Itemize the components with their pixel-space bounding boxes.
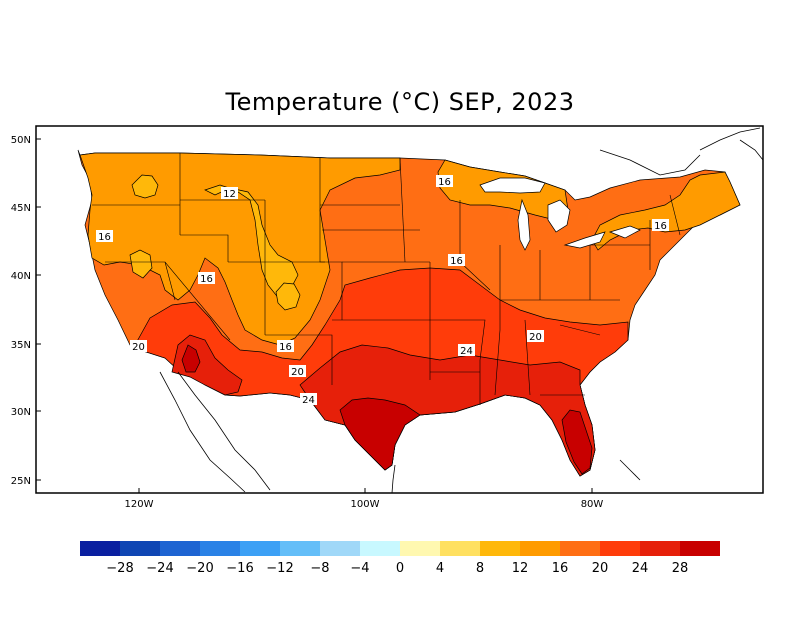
- map-title: Temperature (°C) SEP, 2023: [225, 88, 575, 116]
- band-8-12-rockies: [204, 184, 299, 301]
- svg-text:16: 16: [438, 177, 451, 188]
- colorbar-swatch: [80, 541, 120, 556]
- colorbar-swatch: [160, 541, 200, 556]
- band-8-12-oregon: [131, 174, 159, 199]
- colorbar-label: 4: [436, 561, 444, 576]
- svg-text:16: 16: [200, 274, 213, 285]
- svg-text:24: 24: [460, 346, 473, 357]
- colorbar-swatch: [240, 541, 280, 556]
- contour-label: 20: [289, 365, 306, 378]
- band-above-28-southwest: [181, 344, 201, 373]
- svg-text:20: 20: [291, 367, 304, 378]
- contour-label: 16: [277, 340, 294, 353]
- lon-label-80w: 80W: [581, 499, 604, 510]
- state-boundaries: [92, 153, 681, 405]
- contour-label: 16: [652, 219, 669, 232]
- lat-label-25n: 25N: [11, 476, 31, 487]
- contour-label: 12: [221, 187, 238, 200]
- lat-label-30n: 30N: [11, 407, 31, 418]
- colorbar-label: 12: [512, 561, 529, 576]
- colorbar-swatch: [440, 541, 480, 556]
- lat-label-45n: 45N: [11, 203, 31, 214]
- colorbar-swatch: [120, 541, 160, 556]
- colorbar-label: −24: [146, 561, 173, 576]
- colorbar-label: 28: [672, 561, 689, 576]
- contour-label: 16: [198, 272, 215, 285]
- contour-label: 16: [436, 175, 453, 188]
- svg-text:24: 24: [302, 395, 315, 406]
- lat-label-50n: 50N: [11, 135, 31, 146]
- colorbar-swatch: [680, 541, 720, 556]
- colorbar-swatch: [640, 541, 680, 556]
- colorbar-label: 0: [396, 561, 404, 576]
- svg-text:20: 20: [132, 342, 145, 353]
- svg-text:12: 12: [223, 189, 236, 200]
- contour-labels: 12 16 16 16 16 16 16 20 20 20 24 24 20: [96, 175, 669, 406]
- band-above-28-florida: [561, 409, 593, 475]
- colorbar-label: −20: [186, 561, 213, 576]
- colorbar-label: 16: [552, 561, 569, 576]
- great-lakes: [479, 177, 641, 251]
- svg-text:16: 16: [450, 256, 463, 267]
- band-8-12-colorado: [275, 282, 301, 311]
- colorbar-swatch: [200, 541, 240, 556]
- colorbar-label: 8: [476, 561, 484, 576]
- colorbar-swatch: [600, 541, 640, 556]
- colorbar-label: −12: [266, 561, 293, 576]
- contour-label: 16: [448, 254, 465, 267]
- map-frame: [35, 125, 764, 494]
- colorbar-label: −16: [226, 561, 253, 576]
- lat-labels: 50N 45N 40N 35N 30N 25N: [11, 135, 31, 487]
- svg-text:16: 16: [654, 221, 667, 232]
- colorbar-swatch: [560, 541, 600, 556]
- contour-label: 20: [527, 330, 544, 343]
- colorbar-swatch: [280, 541, 320, 556]
- contour-label: 24: [458, 344, 475, 357]
- svg-text:20: 20: [529, 332, 542, 343]
- colorbar-label: −8: [310, 561, 329, 576]
- lon-label-100w: 100W: [351, 499, 380, 510]
- colorbar-label: −28: [106, 561, 133, 576]
- colorbar-label: −4: [350, 561, 369, 576]
- colorbar: [80, 541, 720, 556]
- svg-text:16: 16: [279, 342, 292, 353]
- colorbar-swatch: [360, 541, 400, 556]
- neighbor-coastlines: [159, 127, 764, 494]
- svg-text:16: 16: [98, 232, 111, 243]
- lon-labels: 120W 100W 80W: [125, 499, 604, 510]
- map-layers: [77, 149, 741, 477]
- colorbar-swatch: [320, 541, 360, 556]
- colorbar-label: 20: [592, 561, 609, 576]
- lat-label-35n: 35N: [11, 340, 31, 351]
- colorbar-swatch: [480, 541, 520, 556]
- band-above-28-texas: [339, 397, 421, 471]
- colorbar-labels: −28 −24 −20 −16 −12 −8 −4 0 4 8 12 16 20 24 28: [106, 561, 688, 576]
- colorbar-swatch: [400, 541, 440, 556]
- contour-label: 24: [300, 393, 317, 406]
- lat-label-40n: 40N: [11, 271, 31, 282]
- colorbar-swatch: [520, 541, 560, 556]
- lon-label-120w: 120W: [125, 499, 154, 510]
- contour-label: 16: [96, 230, 113, 243]
- colorbar-label: 24: [632, 561, 649, 576]
- contour-label: 20: [130, 340, 147, 353]
- axis-ticks: [36, 138, 593, 493]
- band-8-12-nevada: [129, 249, 153, 279]
